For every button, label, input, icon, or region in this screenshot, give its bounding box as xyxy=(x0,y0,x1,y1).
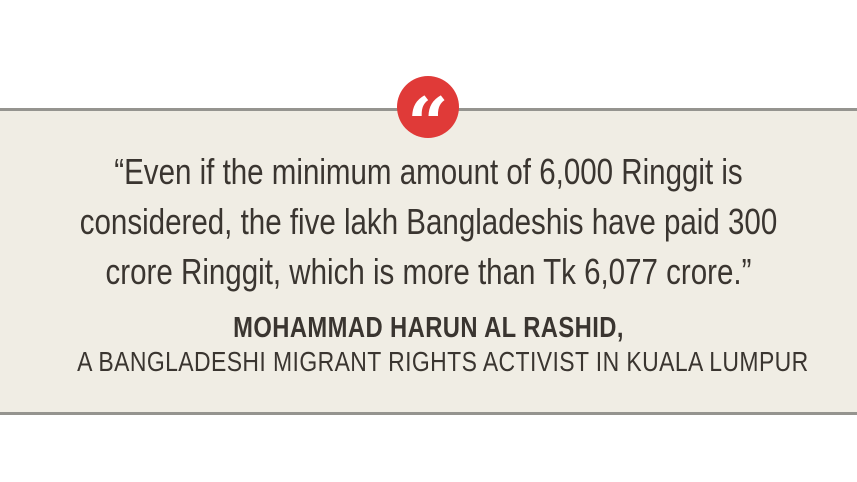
quote-content: “Even if the minimum amount of 6,000 Rin… xyxy=(77,0,809,482)
quote-box-background xyxy=(0,108,857,415)
quote-line-1: “Even if the minimum amount of 6,000 Rin… xyxy=(114,151,743,192)
attribution-role: A BANGLADESHI MIGRANT RIGHTS ACTIVIST IN… xyxy=(77,346,809,377)
open-double-quote-icon: “ xyxy=(407,81,449,166)
attribution-name: MOHAMMAD HARUN AL RASHID, xyxy=(233,312,624,344)
quote-line-2: considered, the five lakh Bangladeshis h… xyxy=(79,201,778,242)
quote-badge: “ xyxy=(397,76,459,160)
quote-line-3: crore Ringgit, which is more than Tk 6,0… xyxy=(105,251,752,292)
quote-text: “Even if the minimum amount of 6,000 Rin… xyxy=(77,147,780,297)
attribution: MOHAMMAD HARUN AL RASHID, A BANGLADESHI … xyxy=(77,311,809,379)
